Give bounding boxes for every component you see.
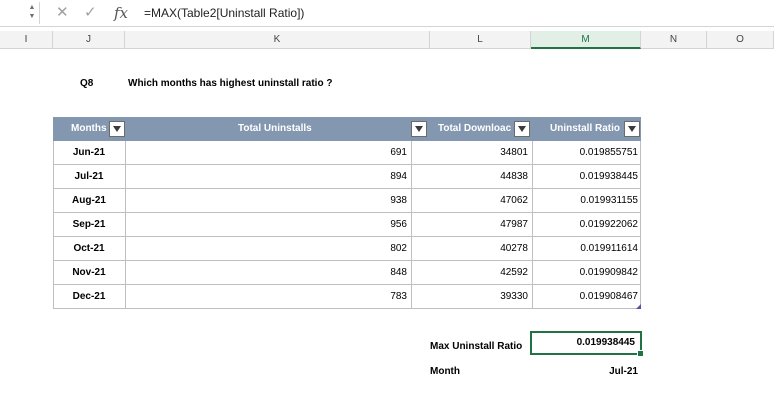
- column-header-j[interactable]: J: [53, 31, 125, 49]
- table-left-border: [53, 141, 54, 309]
- table-row: Dec-21 783 39330 0.019908467: [53, 285, 641, 309]
- cell-total-uninstalls[interactable]: 783: [125, 285, 411, 309]
- table-row: Sep-21 956 47987 0.019922062: [53, 213, 641, 237]
- month-label[interactable]: Month: [430, 366, 460, 377]
- table-resize-handle[interactable]: [636, 304, 641, 309]
- cell-total-uninstalls[interactable]: 956: [125, 213, 411, 237]
- table-header-uninstall-ratio[interactable]: Uninstall Ratio: [550, 123, 621, 134]
- cancel-icon[interactable]: ✕: [56, 4, 69, 21]
- column-header-l[interactable]: L: [430, 31, 531, 49]
- cell-total-downloads[interactable]: 39330: [411, 285, 532, 309]
- cell-month[interactable]: Jul-21: [74, 171, 104, 182]
- cell-total-uninstalls[interactable]: 848: [125, 261, 411, 285]
- insert-function-icon[interactable]: fx: [114, 4, 129, 22]
- question-number[interactable]: Q8: [80, 78, 94, 89]
- table-row: Nov-21 848 42592 0.019909842: [53, 261, 641, 285]
- cell-uninstall-ratio[interactable]: 0.019931155: [532, 189, 641, 213]
- filter-dropdown-icon[interactable]: [514, 121, 530, 137]
- table-row: Aug-21 938 47062 0.019931155: [53, 189, 641, 213]
- table-header-row: Months Total Uninstalls Total Downloac U…: [53, 117, 641, 141]
- filter-dropdown-icon[interactable]: [411, 121, 427, 137]
- month-value-cell[interactable]: Jul-21: [609, 366, 638, 377]
- column-header-k[interactable]: K: [125, 31, 430, 49]
- table-row: Oct-21 802 40278 0.019911614: [53, 237, 641, 261]
- column-header-o[interactable]: O: [707, 31, 774, 49]
- enter-icon[interactable]: ✓: [84, 4, 97, 21]
- name-box[interactable]: [0, 2, 40, 24]
- question-text[interactable]: Which months has highest uninstall ratio…: [128, 78, 333, 89]
- cell-total-downloads[interactable]: 44838: [411, 165, 532, 189]
- cell-uninstall-ratio[interactable]: 0.019855751: [532, 141, 641, 165]
- cell-total-downloads[interactable]: 42592: [411, 261, 532, 285]
- column-header-n[interactable]: N: [641, 31, 707, 49]
- chevron-down-icon[interactable]: ▼: [28, 13, 36, 20]
- cell-total-uninstalls[interactable]: 894: [125, 165, 411, 189]
- cell-total-uninstalls[interactable]: 802: [125, 237, 411, 261]
- cell-total-uninstalls[interactable]: 691: [125, 141, 411, 165]
- cell-total-downloads[interactable]: 34801: [411, 141, 532, 165]
- max-uninstall-ratio-cell[interactable]: 0.019938445: [530, 331, 644, 357]
- formula-input[interactable]: =MAX(Table2[Uninstall Ratio]): [144, 6, 305, 20]
- filter-dropdown-icon[interactable]: [109, 121, 125, 137]
- filter-dropdown-icon[interactable]: [624, 121, 640, 137]
- table-row: Jul-21 894 44838 0.019938445: [53, 165, 641, 189]
- cell-month[interactable]: Sep-21: [72, 219, 106, 230]
- cell-uninstall-ratio[interactable]: 0.019938445: [532, 165, 641, 189]
- cell-total-downloads[interactable]: 47987: [411, 213, 532, 237]
- name-box-spinner[interactable]: ▲ ▼: [28, 3, 36, 23]
- cell-month[interactable]: Jun-21: [72, 147, 106, 158]
- cell-month[interactable]: Nov-21: [72, 267, 106, 278]
- cell-total-downloads[interactable]: 47062: [411, 189, 532, 213]
- cell-uninstall-ratio[interactable]: 0.019922062: [532, 213, 641, 237]
- column-header-bar: I J K L M N O: [0, 31, 774, 49]
- table-right-border: [640, 141, 641, 309]
- cell-uninstall-ratio[interactable]: 0.019911614: [532, 237, 641, 261]
- cell-total-downloads[interactable]: 40278: [411, 237, 532, 261]
- max-uninstall-ratio-label[interactable]: Max Uninstall Ratio: [430, 341, 523, 352]
- column-header-m[interactable]: M: [531, 31, 641, 49]
- cell-total-uninstalls[interactable]: 938: [125, 189, 411, 213]
- cell-uninstall-ratio[interactable]: 0.019908467: [532, 285, 641, 309]
- table-header-total-downloads[interactable]: Total Downloac: [438, 123, 512, 134]
- table-header-total-uninstalls[interactable]: Total Uninstalls: [238, 123, 312, 134]
- table-row: Jun-21 691 34801 0.019855751: [53, 141, 641, 165]
- formula-bar: ▲ ▼ ✕ ✓ fx =MAX(Table2[Uninstall Ratio]): [0, 0, 774, 27]
- column-header-i[interactable]: I: [0, 31, 53, 49]
- cell-month[interactable]: Oct-21: [73, 243, 105, 254]
- cell-month[interactable]: Dec-21: [72, 291, 106, 302]
- cell-month[interactable]: Aug-21: [72, 195, 106, 206]
- cell-uninstall-ratio[interactable]: 0.019909842: [532, 261, 641, 285]
- table-header-months[interactable]: Months: [71, 123, 107, 134]
- chevron-up-icon[interactable]: ▲: [28, 4, 36, 11]
